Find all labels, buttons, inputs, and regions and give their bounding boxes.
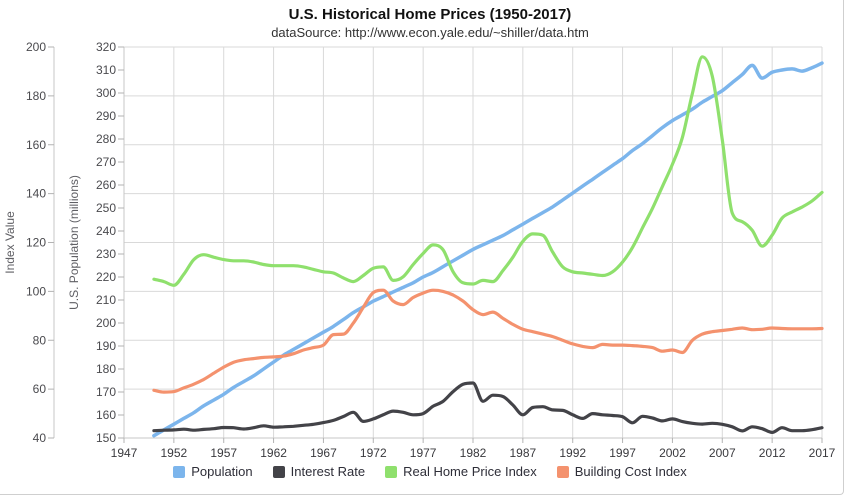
- index-tick-label: 40: [33, 431, 47, 445]
- legend-item-real-home-price-index[interactable]: Real Home Price Index: [385, 464, 537, 479]
- index-tick-label: 160: [26, 138, 46, 152]
- year-tick-label: 1992: [559, 446, 586, 460]
- chart-title: U.S. Historical Home Prices (1950-2017): [288, 6, 572, 23]
- year-tick-label: 1977: [410, 446, 437, 460]
- year-tick-label: 1982: [460, 446, 487, 460]
- population-tick-label: 290: [96, 109, 116, 123]
- x-axis-tick-labels: 1947 1952 1957 1962 1967 1972 1977 1982 1987 1992…: [111, 446, 836, 460]
- legend-swatch-interest-rate: [272, 465, 285, 478]
- population-tick-label: 310: [96, 63, 116, 77]
- year-tick-label: 1987: [510, 446, 537, 460]
- year-tick-label: 2012: [759, 446, 786, 460]
- axis-ticks: [48, 46, 823, 443]
- index-tick-label: 80: [33, 333, 47, 347]
- year-tick-label: 1967: [310, 446, 337, 460]
- index-axis-tick-labels: 40 60 80 100 120 140 160 180 200: [26, 40, 46, 445]
- year-tick-label: 1972: [360, 446, 387, 460]
- series-line-building-cost-index: [152, 288, 824, 394]
- population-axis-tick-labels: 150 160 170 180 190 200 210 220 230 240 250 260 270 2…: [96, 40, 116, 445]
- chart-subtitle: dataSource: http://www.econ.yale.edu/~sh…: [271, 25, 589, 40]
- index-tick-label: 180: [26, 89, 46, 103]
- year-tick-label: 2002: [659, 446, 686, 460]
- year-tick-label: 2007: [709, 446, 736, 460]
- year-tick-label: 1947: [111, 446, 138, 460]
- legend-label: Building Cost Index: [574, 464, 687, 479]
- population-tick-label: 150: [96, 431, 116, 445]
- legend-item-population[interactable]: Population: [173, 464, 253, 479]
- legend-swatch-real-home-price-index: [385, 465, 398, 478]
- population-tick-label: 300: [96, 86, 116, 100]
- gridlines: [124, 46, 823, 438]
- population-tick-label: 260: [96, 178, 116, 192]
- index-tick-label: 100: [26, 284, 46, 298]
- population-tick-label: 320: [96, 40, 116, 54]
- legend-item-interest-rate[interactable]: Interest Rate: [272, 464, 366, 479]
- year-tick-label: 1997: [609, 446, 636, 460]
- population-tick-label: 230: [96, 247, 116, 261]
- legend-label: Interest Rate: [290, 464, 366, 479]
- year-tick-label: 1962: [260, 446, 287, 460]
- legend-label: Population: [191, 464, 253, 479]
- population-tick-label: 220: [96, 270, 116, 284]
- population-tick-label: 280: [96, 132, 116, 146]
- series-lines: [152, 55, 824, 438]
- legend-label: Real Home Price Index: [403, 464, 537, 479]
- series-line-interest-rate: [152, 381, 824, 434]
- population-tick-label: 210: [96, 293, 116, 307]
- population-tick-label: 160: [96, 408, 116, 422]
- index-tick-label: 140: [26, 187, 46, 201]
- series-line-population: [152, 61, 824, 438]
- legend-item-building-cost-index[interactable]: Building Cost Index: [556, 464, 687, 479]
- year-tick-label: 1957: [210, 446, 237, 460]
- population-tick-label: 180: [96, 362, 116, 376]
- population-tick-label: 270: [96, 155, 116, 169]
- year-tick-label: 1952: [161, 446, 188, 460]
- index-tick-label: 200: [26, 40, 46, 54]
- series-line-real-home-price-index: [152, 55, 824, 287]
- legend-swatch-population: [173, 465, 186, 478]
- population-tick-label: 170: [96, 385, 116, 399]
- population-tick-label: 240: [96, 224, 116, 238]
- population-tick-label: 200: [96, 316, 116, 330]
- legend: Population Interest Rate Real Home Price I…: [0, 464, 860, 479]
- population-axis-title: U.S. Population (millions): [67, 175, 81, 310]
- year-tick-label: 2017: [809, 446, 836, 460]
- legend-swatch-building-cost-index: [556, 465, 569, 478]
- index-tick-label: 120: [26, 236, 46, 250]
- index-tick-label: 60: [33, 382, 47, 396]
- population-tick-label: 250: [96, 201, 116, 215]
- population-tick-label: 190: [96, 339, 116, 353]
- index-axis-title: Index Value: [3, 211, 17, 274]
